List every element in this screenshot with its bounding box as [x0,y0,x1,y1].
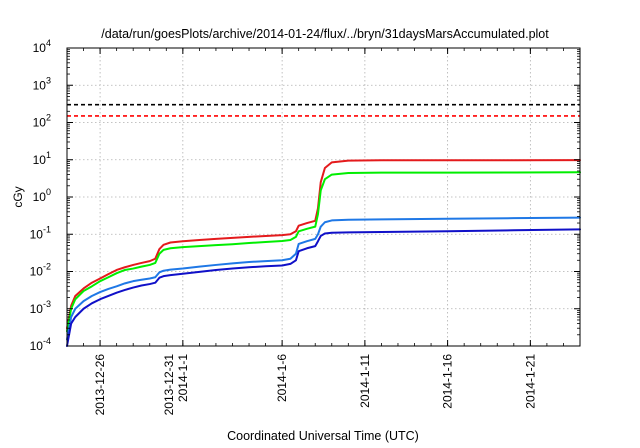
y-tick-exponent: -3 [43,299,51,309]
y-tick-exponent: 2 [46,113,51,123]
y-tick-exponent: 1 [46,150,51,160]
reference-lines [67,103,580,117]
series-line [66,159,581,330]
y-tick-exponent: 3 [46,75,51,85]
y-tick-base: 10 [33,153,47,167]
y-tick-label: 103 [33,75,51,92]
y-tick-base: 10 [30,227,44,241]
y-tick-base: 10 [33,41,47,55]
y-tick-base: 10 [30,302,44,316]
y-tick-label: 10-2 [30,262,51,279]
y-tick-base: 10 [33,190,47,204]
y-tick-exponent: -4 [43,336,51,346]
y-tick-label: 10-4 [30,336,51,353]
series-line [66,216,581,341]
x-tick-label: 2013-12-26 [93,354,107,416]
x-tick-label: 2014-1-6 [275,354,289,402]
x-tick-label: 2014-1-21 [523,354,537,409]
y-tick-exponent: -1 [43,224,51,234]
x-axis-label: Coordinated Universal Time (UTC) [227,429,419,443]
series-line [66,171,581,333]
x-axis: 2013-12-26 2013-12-31 2014-1-1 2014-1-6 2014… [66,48,581,416]
y-tick-label: 102 [33,113,51,130]
x-tick-label: 2013-12-31 [162,354,176,416]
y-tick-base: 10 [33,78,47,92]
y-tick-base: 10 [33,116,47,130]
x-tick-label: 2014-1-1 [176,354,190,402]
y-tick-exponent: 0 [46,187,51,197]
x-tick-label: 2014-1-16 [441,354,455,409]
y-tick-base: 10 [30,339,44,353]
x-tick-label: 2014-1-11 [358,354,372,408]
y-tick-label: 104 [33,38,51,55]
y-tick-label: 101 [33,150,51,167]
y-tick-base: 10 [30,265,44,279]
y-axis-label: cGy [11,186,25,207]
y-tick-exponent: 4 [46,38,51,48]
chart-title: /data/run/goesPlots/archive/2014-01-24/f… [101,27,549,41]
y-tick-label: 10-3 [30,299,51,316]
series-lines [66,159,581,347]
grid [67,48,580,346]
y-tick-exponent: -2 [43,262,51,272]
y-tick-label: 10-1 [30,224,51,241]
series-line [66,228,581,347]
y-tick-label: 100 [33,187,51,204]
